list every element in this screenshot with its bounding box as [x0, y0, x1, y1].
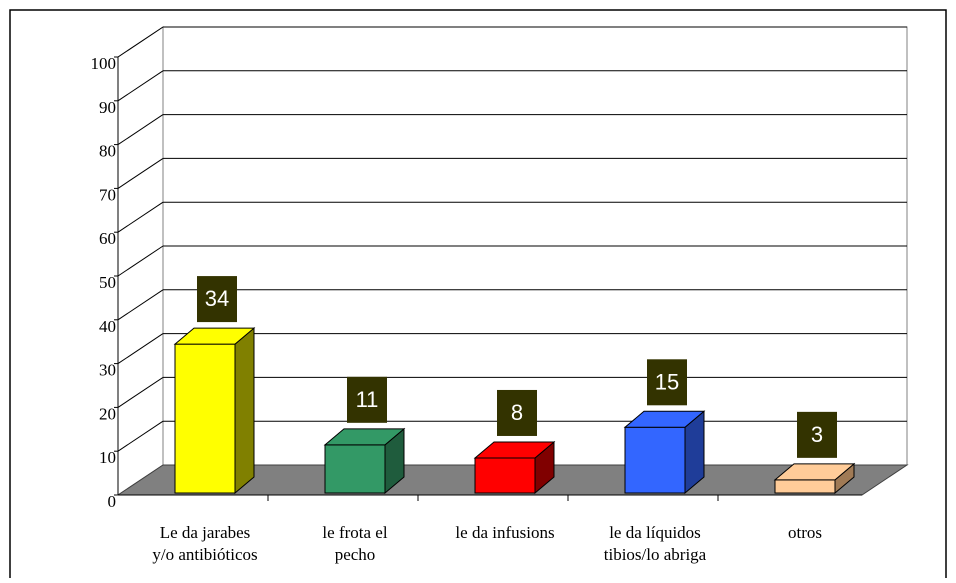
value-label-box	[797, 411, 837, 458]
y-tick-label: 70	[99, 185, 116, 204]
bar-front	[774, 479, 836, 494]
x-tick-label: Le da jarabes	[160, 523, 251, 542]
x-tick-label: le da líquidos	[609, 523, 701, 542]
grid-line	[117, 333, 164, 365]
bar	[773, 462, 856, 495]
value-label: 3	[811, 422, 823, 447]
x-tick-label: le frota el	[322, 523, 387, 542]
bar-top	[773, 463, 856, 481]
bar-top	[473, 441, 556, 459]
value-label: 8	[511, 400, 523, 425]
grid-line	[117, 114, 164, 146]
grid-line	[117, 201, 164, 233]
value-label-box	[497, 389, 537, 436]
bar-top	[173, 327, 256, 345]
bar	[623, 410, 706, 495]
value-label-box	[347, 376, 387, 423]
x-tick-label: y/o antibióticos	[152, 545, 257, 564]
value-label-box	[197, 276, 237, 323]
grid-line	[117, 157, 164, 189]
x-tick-label: otros	[788, 523, 822, 542]
y-tick-label: 30	[99, 361, 116, 380]
value-label: 11	[356, 387, 379, 412]
y-tick-label: 80	[99, 142, 116, 161]
y-tick-label: 0	[108, 492, 117, 511]
grid-line	[117, 245, 164, 277]
y-tick-label: 10	[99, 448, 116, 467]
y-tick-label: 20	[99, 404, 116, 423]
grid-line	[117, 420, 164, 452]
grid-line	[117, 26, 164, 58]
y-tick-label: 50	[99, 273, 116, 292]
bar-front	[324, 444, 386, 494]
bar	[473, 440, 556, 495]
y-tick-label: 40	[99, 317, 116, 336]
grid-line	[117, 289, 164, 321]
y-tick-label: 60	[99, 229, 116, 248]
value-label-box	[647, 359, 687, 406]
bar-front	[174, 343, 236, 494]
bar-front	[474, 457, 536, 494]
bar	[173, 327, 256, 495]
bar-top	[623, 410, 706, 428]
x-tick-label: le da infusions	[455, 523, 554, 542]
bar-side	[234, 327, 255, 495]
grid-line	[117, 70, 164, 102]
y-tick-label: 100	[91, 54, 117, 73]
value-label: 34	[205, 286, 229, 311]
x-tick-label: pecho	[335, 545, 376, 564]
bar	[323, 427, 406, 495]
y-tick-label: 90	[99, 98, 116, 117]
bar-front	[624, 426, 686, 494]
x-tick-label: tibios/lo abriga	[604, 545, 707, 564]
bar-top	[323, 428, 406, 446]
grid-line	[117, 376, 164, 408]
value-label: 15	[655, 369, 679, 394]
